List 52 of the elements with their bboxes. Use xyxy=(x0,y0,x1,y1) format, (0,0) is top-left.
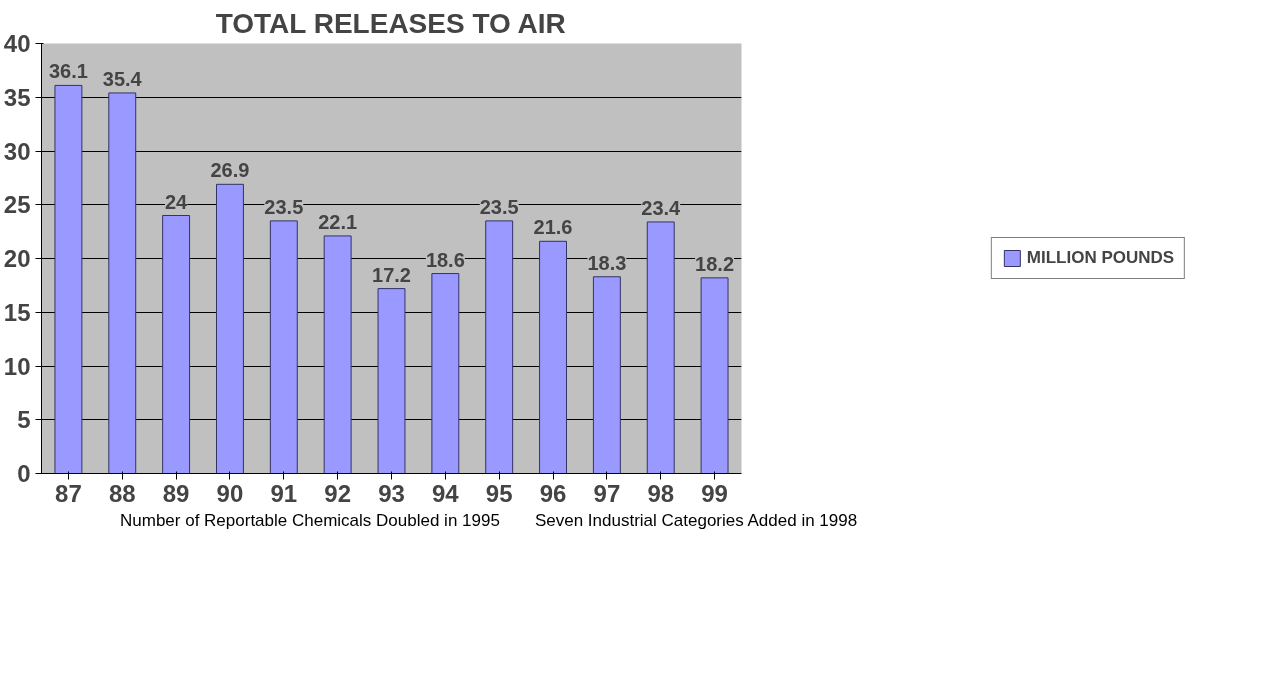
data-label: 18.6 xyxy=(425,248,465,271)
x-tick-label: 88 xyxy=(108,479,136,507)
text: Number of Reportable Chemicals Doubled in 1995 xyxy=(120,510,500,532)
data-label: 18.3 xyxy=(587,251,627,274)
bar xyxy=(269,220,298,474)
data-label: 23.5 xyxy=(264,195,304,218)
bar xyxy=(700,277,729,474)
y-tick-label: 35 xyxy=(3,83,31,111)
x-tick-label: 90 xyxy=(216,479,244,507)
x-tick-label: 98 xyxy=(647,479,675,507)
data-label: 23.4 xyxy=(641,196,682,219)
x-tick-label: 95 xyxy=(485,479,513,507)
bar xyxy=(323,235,352,474)
data-label: 21.6 xyxy=(533,216,573,239)
x-tick-label: 96 xyxy=(539,479,567,507)
y-tick-label: 10 xyxy=(3,352,31,380)
y-tick-label: 40 xyxy=(3,30,31,57)
x-tick-label: 89 xyxy=(162,479,190,507)
x-tick-label: 93 xyxy=(378,479,405,507)
x-tick-label: 94 xyxy=(432,479,460,507)
y-tick-label: 5 xyxy=(17,406,31,434)
bar xyxy=(539,240,567,474)
chart-title: TOTAL RELEASES TO AIR xyxy=(215,7,566,39)
x-tick-label: 91 xyxy=(270,479,298,507)
data-label: 23.5 xyxy=(479,195,519,218)
y-tick-label: 15 xyxy=(3,298,31,326)
data-label: 35.4 xyxy=(102,67,143,90)
bar xyxy=(162,215,191,474)
bar xyxy=(108,92,137,474)
bar xyxy=(646,221,675,474)
bar xyxy=(431,273,460,474)
legend-label: MILLION POUNDS xyxy=(1026,248,1175,268)
x-tick-label: 87 xyxy=(55,479,82,507)
data-label: 26.9 xyxy=(210,159,250,182)
data-label: 24 xyxy=(164,190,189,213)
x-tick-label: 92 xyxy=(324,479,352,507)
data-label: 18.2 xyxy=(695,252,735,275)
bar xyxy=(54,84,83,474)
y-tick-label: 25 xyxy=(3,191,31,219)
y-tick-label: 0 xyxy=(17,460,31,487)
data-label: 36.1 xyxy=(48,60,88,83)
x-tick-label: 99 xyxy=(701,479,728,507)
data-label: 17.2 xyxy=(372,263,411,286)
text: Seven Industrial Categories Added in 1998 xyxy=(534,510,858,532)
y-tick-label: 30 xyxy=(3,137,31,165)
data-label: 22.1 xyxy=(318,210,358,233)
y-tick-label: 20 xyxy=(3,245,31,272)
bar xyxy=(485,220,514,474)
bar xyxy=(377,288,406,474)
x-tick-label: 97 xyxy=(593,479,621,507)
bar xyxy=(592,276,621,474)
bar xyxy=(216,183,244,474)
